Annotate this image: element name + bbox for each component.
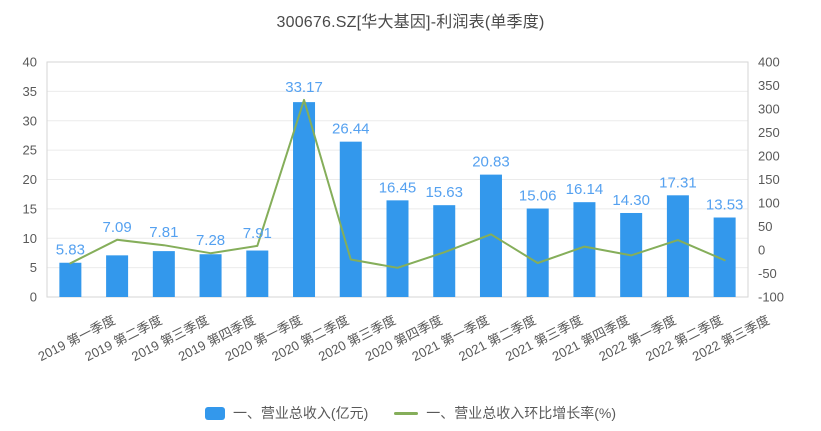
right-axis-tick-label: 350 xyxy=(758,78,780,93)
bar-value-label: 16.45 xyxy=(379,179,417,196)
right-axis-tick-label: 200 xyxy=(758,149,780,164)
left-axis-tick-label: 25 xyxy=(23,143,37,158)
bar-series-swatch-icon xyxy=(204,406,225,420)
bar-value-label: 16.14 xyxy=(566,181,604,198)
bar-value-label: 7.81 xyxy=(149,224,178,241)
legend-label-growth-rate: 一、营业总收入环比增长率(%) xyxy=(426,405,617,421)
right-axis-tick-label: 400 xyxy=(758,55,780,70)
revenue-bar[interactable] xyxy=(433,205,456,297)
legend-item-revenue[interactable]: 一、营业总收入(亿元) xyxy=(204,403,369,423)
left-axis-tick-label: 40 xyxy=(23,55,37,70)
bar-value-label: 17.31 xyxy=(659,174,697,191)
left-axis-tick-label: 30 xyxy=(23,113,37,128)
legend-item-growth-rate[interactable]: 一、营业总收入环比增长率(%) xyxy=(394,403,616,423)
revenue-bar[interactable] xyxy=(386,200,409,297)
bar-value-label: 14.30 xyxy=(612,192,650,209)
right-axis-tick-label: 0 xyxy=(758,243,765,258)
bar-value-label: 13.53 xyxy=(706,197,744,214)
revenue-bar[interactable] xyxy=(59,262,82,297)
legend-label-revenue: 一、营业总收入(亿元) xyxy=(232,405,369,421)
bar-value-label: 7.28 xyxy=(196,232,225,249)
legend: 一、营业总收入(亿元) 一、营业总收入环比增长率(%) xyxy=(0,403,821,423)
revenue-bar[interactable] xyxy=(199,254,222,297)
bar-value-label: 7.09 xyxy=(102,219,131,236)
left-axis-tick-label: 35 xyxy=(23,84,37,99)
right-axis-tick-label: 50 xyxy=(758,219,772,234)
bar-value-label: 5.83 xyxy=(56,242,85,259)
growth-rate-line xyxy=(69,98,726,269)
bar-value-label: 26.44 xyxy=(332,121,370,138)
revenue-bar[interactable] xyxy=(246,250,269,297)
left-axis-tick-label: 15 xyxy=(23,201,37,216)
revenue-bar[interactable] xyxy=(152,251,175,297)
right-axis-tick-label: -100 xyxy=(758,290,784,305)
line-series-swatch-icon xyxy=(394,411,419,415)
right-axis-tick-label: 150 xyxy=(758,172,780,187)
right-axis-tick-label: 250 xyxy=(758,125,780,140)
revenue-bar[interactable] xyxy=(339,141,362,297)
plot-area: 0 5 10 15 20 25 30 35 40 -100 -50 0 50 100 150 200 250 30… xyxy=(23,55,785,365)
left-axis-tick-label: 10 xyxy=(23,231,37,246)
revenue-bar[interactable] xyxy=(293,102,316,297)
right-axis-tick-label: 300 xyxy=(758,102,780,117)
bar-value-label: 15.63 xyxy=(425,184,463,201)
revenue-bar[interactable] xyxy=(106,255,129,297)
revenue-bar[interactable] xyxy=(479,174,502,297)
left-axis-tick-label: 0 xyxy=(30,290,37,305)
revenue-bar[interactable] xyxy=(666,195,689,297)
chart-title: 300676.SZ[华大基因]-利润表(单季度) xyxy=(276,14,545,31)
bar-value-label: 20.83 xyxy=(472,154,510,171)
bar-value-label: 15.06 xyxy=(519,188,557,205)
revenue-bar[interactable] xyxy=(713,217,736,297)
right-axis-tick-label: 100 xyxy=(758,196,780,211)
right-axis-tick-label: -50 xyxy=(758,266,777,281)
revenue-bar[interactable] xyxy=(526,208,549,297)
bar-value-label: 7.91 xyxy=(243,225,272,242)
revenue-bar[interactable] xyxy=(573,202,596,297)
left-axis-tick-label: 5 xyxy=(30,260,37,275)
left-axis-tick-label: 20 xyxy=(23,172,37,187)
bar-value-label: 33.17 xyxy=(285,79,323,96)
